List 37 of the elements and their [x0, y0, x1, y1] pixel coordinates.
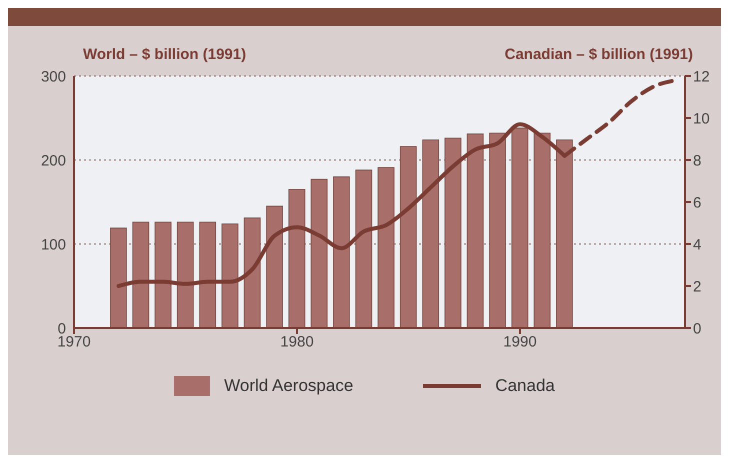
x-tick-label: 1980 [280, 334, 314, 351]
bar [244, 218, 261, 328]
bar [378, 167, 394, 328]
bar [333, 176, 350, 328]
y-tick-label: 100 [40, 236, 66, 254]
y2-tick-label: 8 [693, 152, 702, 170]
bar [466, 134, 484, 328]
bar [222, 223, 238, 328]
bar [444, 138, 462, 328]
y-axis-title: World – $ billion (1991) [83, 46, 246, 65]
y2-tick-label: 2 [693, 278, 702, 296]
legend-label: World Aerospace [224, 376, 354, 396]
bar [176, 222, 194, 328]
bar [355, 170, 372, 328]
bar [422, 139, 440, 328]
bar [534, 132, 551, 328]
y2-tick-label: 0 [693, 320, 702, 338]
bar [310, 178, 328, 328]
y2-tick-label: 6 [693, 194, 702, 212]
bar [110, 228, 127, 328]
bar [288, 189, 306, 328]
bar [132, 222, 150, 328]
y2-tick-label: 4 [693, 236, 702, 254]
bar [400, 146, 417, 328]
bar [266, 206, 283, 328]
bar [489, 132, 506, 328]
y-tick-label: 300 [40, 68, 66, 86]
bar [199, 222, 216, 328]
legend-label: Canada [495, 376, 555, 396]
bar [154, 222, 172, 328]
y2-axis-title: Canadian – $ billion (1991) [504, 46, 693, 65]
y-tick-label: 200 [40, 152, 66, 170]
bar [511, 128, 528, 328]
bar [556, 139, 573, 328]
y2-tick-label: 10 [693, 110, 710, 128]
y2-tick-label: 12 [693, 68, 710, 86]
x-tick-label: 1990 [503, 334, 537, 351]
